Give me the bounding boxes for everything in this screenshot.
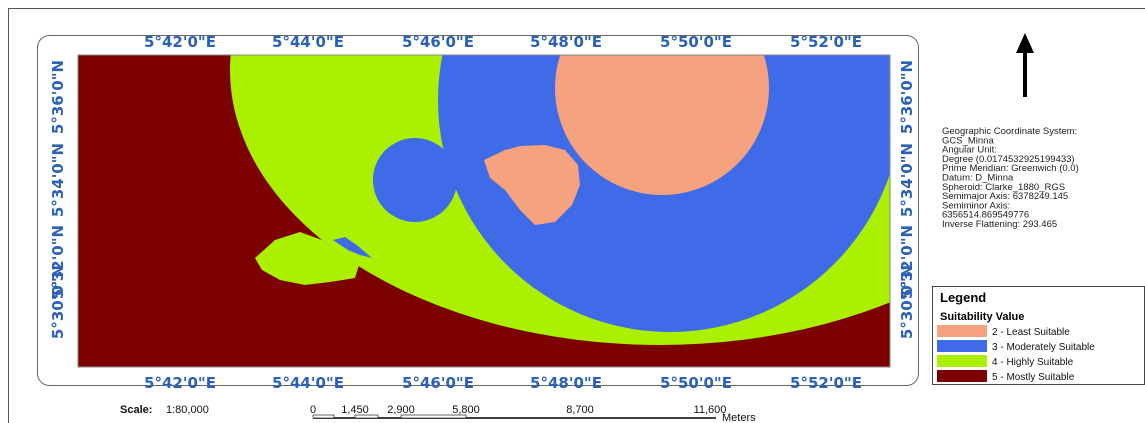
map-frame <box>37 35 919 386</box>
least-suitable-zone <box>555 55 769 195</box>
scale-tick-label: 1,450 <box>341 404 369 416</box>
longitude-label: 5°46'0"E <box>402 374 474 392</box>
coordinate-system: Geographic Coordinate System: GCS_MinnaA… <box>942 126 1079 230</box>
coordinate-system-line: Geographic Coordinate System: <box>942 126 1077 137</box>
coordinate-system-line: Semiminor Axis: <box>942 200 1010 211</box>
legend-label: 3 - Moderately Suitable <box>992 342 1095 353</box>
legend-title: Legend <box>940 290 986 305</box>
longitude-label: 5°44'0"E <box>272 374 344 392</box>
coordinate-system-line: Inverse Flattening: 293.465 <box>942 219 1057 230</box>
longitude-label: 5°48'0"E <box>530 33 602 51</box>
map-area <box>78 55 890 367</box>
legend-label: 4 - Highly Suitable <box>992 357 1074 368</box>
longitude-labels: 5°42'0"E 5°42'0"E 5°44'0"E 5°44'0"E 5°46'0"E… <box>144 33 862 392</box>
moderately-suitable-patch <box>333 237 372 258</box>
legend-swatch <box>937 355 987 367</box>
scale-bar-segment <box>400 414 467 419</box>
longitude-label: 5°44'0"E <box>272 33 344 51</box>
map-neatline <box>77 54 891 368</box>
scale-unit: Meters <box>722 412 756 423</box>
legend-swatch <box>937 340 987 352</box>
coordinate-system-line: Semimajor Axis: 6378249.145 <box>942 191 1068 202</box>
coordinate-system-line: Angular Unit: <box>942 145 997 156</box>
coordinate-system-line: Degree (0.0174532925199433) <box>942 154 1075 165</box>
scale-tick-label: 8,700 <box>566 404 594 416</box>
latitude-labels: 5°36'0"N 5°36'0"N 5°34'0"N 5°34'0"N 5°32'0"N… <box>49 60 916 339</box>
coordinate-system-line: 6356514.869549776 <box>942 210 1029 221</box>
latitude-label: 5°32'0"N <box>898 225 916 299</box>
longitude-label: 5°50'0"E <box>660 33 732 51</box>
longitude-label: 5°52'0"E <box>790 374 862 392</box>
scale-ratio: 1:80,000 <box>166 404 209 416</box>
least-suitable-patch <box>484 145 580 225</box>
scale-bar-segment <box>354 414 379 419</box>
legend: Legend Suitability Value 2 - Least Suita… <box>932 286 1145 385</box>
north-arrow-head <box>1016 33 1034 53</box>
scale-tick-label: 2,900 <box>387 404 415 416</box>
latitude-label: 5°32'0"N <box>49 225 67 299</box>
longitude-label: 5°50'0"E <box>660 374 732 392</box>
scale-label: Scale: <box>120 404 152 416</box>
legend-label: 2 - Least Suitable <box>992 327 1070 338</box>
longitude-label: 5°48'0"E <box>530 374 602 392</box>
latitude-label: 5°34'0"N <box>49 143 67 217</box>
longitude-label: 5°42'0"E <box>144 374 216 392</box>
scale-tick-label: 5,800 <box>452 404 480 416</box>
coordinate-system-line: Spheroid: Clarke_1880_RGS <box>942 182 1065 193</box>
highly-suitable-patch <box>255 232 360 285</box>
north-arrow <box>1016 33 1034 97</box>
legend-label: 5 - Mostly Suitable <box>992 372 1075 383</box>
scale-bar-segment <box>312 414 335 419</box>
legend-items: 2 - Least Suitable 3 - Moderately Suitabl… <box>937 325 1095 383</box>
coordinate-system-line: Datum: D_Minna <box>942 173 1014 184</box>
legend-swatch <box>937 370 987 382</box>
latitude-label: 5°30'0"N <box>898 265 916 339</box>
longitude-label: 5°46'0"E <box>402 33 474 51</box>
coordinate-system-line: Prime Meridian: Greenwich (0.0) <box>942 163 1079 174</box>
latitude-label: 5°36'0"N <box>49 60 67 134</box>
legend-swatch <box>937 325 987 337</box>
page-border <box>8 8 1145 423</box>
latitude-label: 5°34'0"N <box>898 143 916 217</box>
scale-tick-label: 0 <box>310 404 316 416</box>
scale-tick-label: 11,600 <box>694 404 727 416</box>
legend-subtitle: Suitability Value <box>940 311 1024 323</box>
longitude-label: 5°52'0"E <box>790 33 862 51</box>
longitude-label: 5°42'0"E <box>144 33 216 51</box>
latitude-label: 5°36'0"N <box>898 60 916 134</box>
coordinate-system-line: GCS_Minna <box>942 135 994 146</box>
scale: Scale: 1:80,000 0 1,450 2,900 5,800 8,700 11,… <box>120 404 756 423</box>
latitude-label: 5°30'0"N <box>49 265 67 339</box>
moderately-suitable-zone <box>373 138 457 222</box>
